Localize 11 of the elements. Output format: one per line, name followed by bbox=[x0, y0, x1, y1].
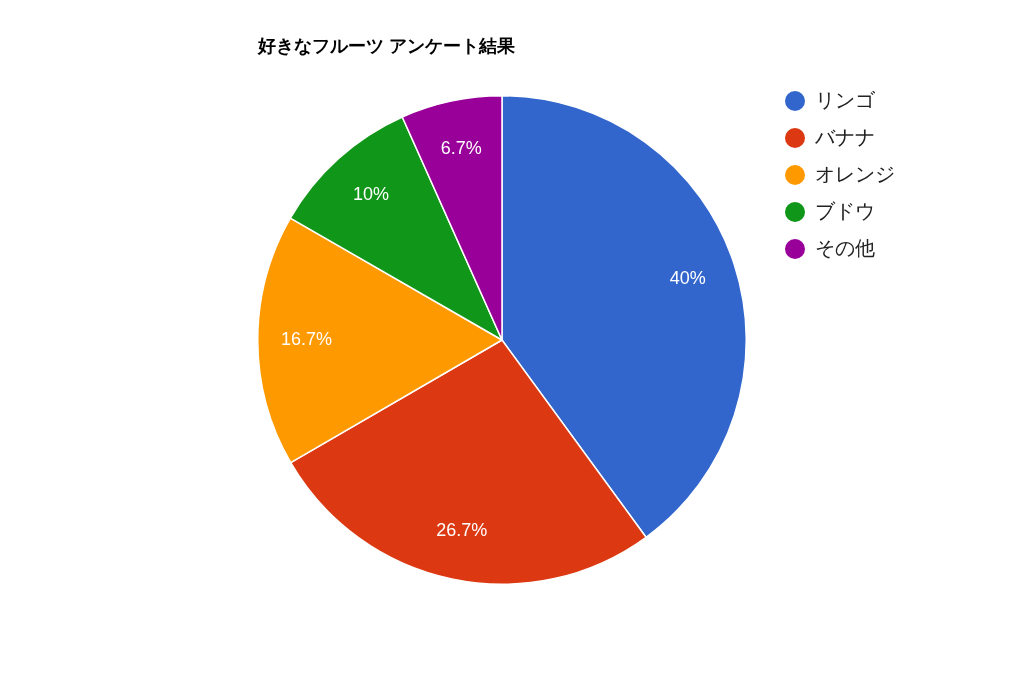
legend-label: リンゴ bbox=[815, 88, 876, 111]
chart-title: 好きなフルーツ アンケート結果 bbox=[257, 36, 516, 56]
data-label: 16.7% bbox=[281, 329, 333, 350]
legend-label: バナナ bbox=[814, 125, 875, 148]
legend-label: オレンジ bbox=[815, 162, 895, 185]
data-label: 6.7% bbox=[440, 137, 482, 158]
legend-label: ブドウ bbox=[815, 199, 875, 222]
data-label: 26.7% bbox=[436, 520, 488, 541]
legend-label: その他 bbox=[815, 236, 875, 259]
data-label: 10% bbox=[353, 183, 390, 204]
data-label: 40% bbox=[669, 268, 706, 289]
